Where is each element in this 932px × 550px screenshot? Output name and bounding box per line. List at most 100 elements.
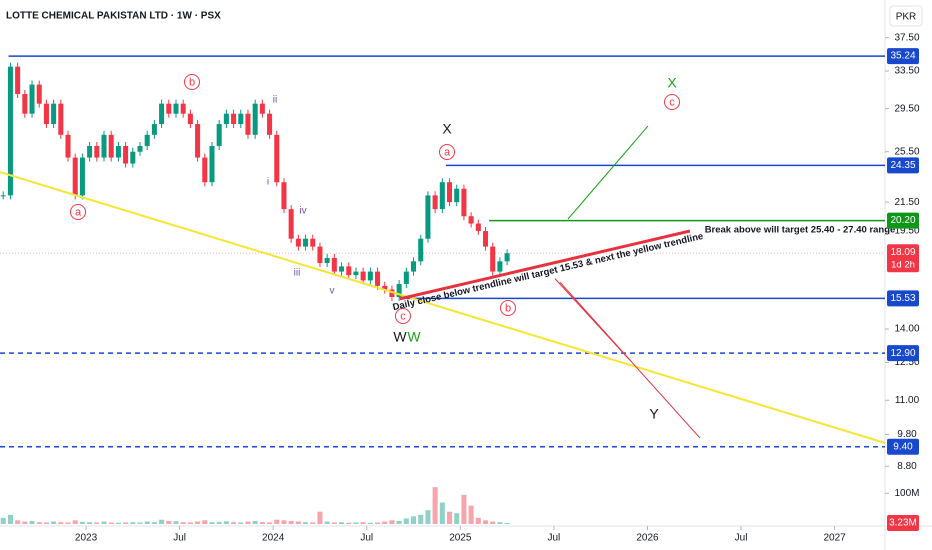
y-tick-label: 33.50 (894, 66, 919, 77)
trendline (399, 229, 691, 301)
wave-label: W (393, 329, 407, 345)
volume-bar (331, 522, 337, 524)
x-tick-label: 2024 (262, 533, 285, 544)
currency: PKR (896, 12, 917, 23)
candle (353, 271, 359, 276)
candle (317, 246, 323, 264)
candle (58, 103, 64, 135)
candle (22, 93, 28, 114)
x-tick-label: Jul (735, 533, 748, 544)
candle (144, 134, 150, 146)
wave-label: X (667, 75, 677, 91)
volume-bar (108, 522, 114, 524)
candle (461, 188, 467, 217)
y-tick-label: 21.50 (894, 197, 919, 208)
candle (216, 124, 222, 146)
candle (432, 195, 438, 210)
candle (367, 271, 373, 281)
candle (94, 145, 100, 158)
wave-label: ii (273, 95, 277, 106)
volume-bar (425, 510, 431, 524)
wave-circle (70, 204, 86, 220)
candle (238, 113, 244, 125)
candle (180, 103, 186, 114)
volume-bar (245, 521, 251, 524)
y-tick-label: 12.50 (894, 357, 919, 368)
y-tick-label: 19.50 (894, 226, 919, 237)
candle (288, 209, 294, 239)
price-label-box (887, 48, 919, 65)
volume-bar (72, 520, 78, 524)
volume-bar (317, 511, 323, 524)
candle (324, 257, 330, 264)
wave-label: b (505, 302, 511, 314)
x-tick-label: Jul (173, 533, 186, 544)
volume-bar (324, 521, 330, 524)
volume-bar (166, 520, 172, 524)
y-tick-label: 14.00 (894, 324, 919, 335)
candle (396, 284, 402, 297)
candle (108, 134, 114, 158)
wave-label: a (75, 206, 82, 218)
volume-bar (303, 522, 309, 524)
candle (303, 238, 309, 247)
wave-label: a (444, 146, 451, 158)
candle (281, 182, 287, 210)
volume-bar (446, 511, 453, 524)
y-tick-label: 25.50 (894, 146, 919, 157)
price-label-box (887, 515, 919, 532)
candle (259, 103, 265, 114)
candle (187, 113, 193, 125)
volume-bar (173, 521, 179, 524)
wave-circle (439, 144, 455, 160)
candle (43, 103, 49, 125)
volume-bar (151, 522, 157, 524)
volume-bar (396, 520, 402, 524)
volume-bar (15, 520, 21, 524)
volume-bar (418, 514, 424, 524)
price-label-box (887, 212, 919, 229)
candle (245, 113, 251, 135)
candle (411, 261, 417, 272)
volume-bar (223, 521, 229, 524)
volume-bar (439, 502, 445, 524)
candle (475, 223, 481, 232)
volume-bar (195, 521, 201, 524)
y-tick-label: 8.80 (897, 461, 917, 472)
price-label-box (887, 345, 919, 362)
x-tick-label: 2027 (823, 533, 846, 544)
volume-bar (130, 522, 136, 524)
candle (87, 145, 93, 158)
wave-label: iii (294, 268, 301, 279)
candle (497, 261, 503, 272)
wave-label: X (442, 121, 452, 137)
candle (202, 157, 208, 183)
volume-bar (65, 522, 71, 524)
candle (425, 195, 431, 239)
candle (101, 134, 107, 158)
wave-label: i (267, 177, 269, 188)
candle (267, 113, 273, 135)
countdown-label: 1d 2h (891, 260, 915, 271)
candle (439, 182, 445, 210)
volume-bar (137, 522, 143, 524)
x-tick-label: 2023 (75, 533, 98, 544)
volume-bar (267, 522, 273, 524)
candle (403, 271, 409, 285)
current-price-label: 18.09 (890, 247, 915, 258)
candle (137, 145, 143, 152)
volume-bar (490, 521, 496, 524)
volume-bar (497, 522, 503, 524)
volume-bar (360, 522, 366, 524)
volume-bar (159, 519, 165, 524)
volume-tick-label: 100M (894, 488, 919, 499)
candle (382, 285, 388, 290)
price-label-box (887, 438, 919, 455)
volume-bar (367, 522, 373, 524)
candle (166, 103, 172, 114)
level-label: 35.24 (890, 51, 915, 62)
candle (274, 134, 280, 183)
volume-bar (51, 521, 57, 524)
wave-circle (500, 300, 516, 316)
